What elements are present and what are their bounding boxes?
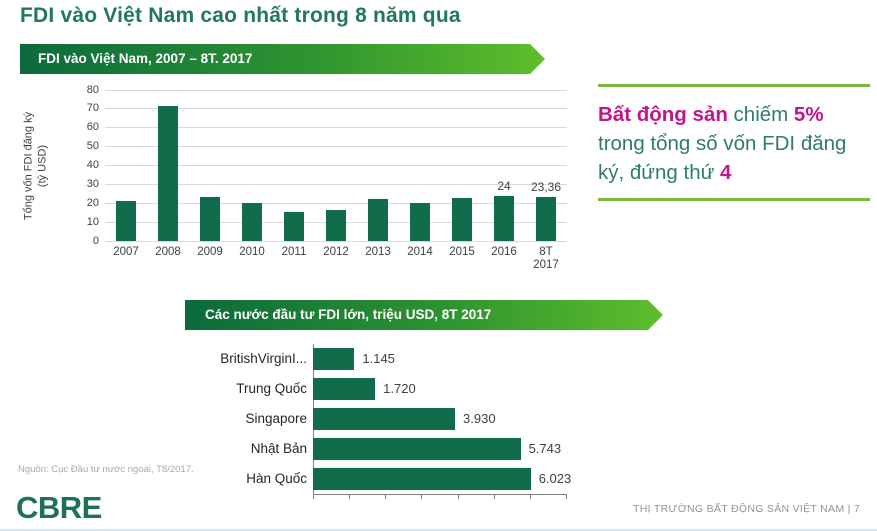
column-bar-2007 (116, 200, 136, 241)
value-label: 1.145 (362, 351, 395, 366)
insight-highlight-5: 4 (720, 161, 732, 184)
gridline (105, 127, 567, 129)
bottom-edge-rule (0, 529, 877, 531)
x-axis-tick (385, 494, 387, 499)
hbar-Hàn Quốc (313, 468, 531, 490)
hbar-Nhật Bản (313, 438, 521, 460)
gridline (105, 89, 567, 91)
chart1-banner-label: FDI vào Việt Nam, 2007 – 8T. 2017 (38, 51, 253, 66)
x-axis-tick-label: 2016 (491, 246, 517, 258)
x-axis-tick-label: 8T 2017 (533, 246, 559, 271)
x-axis-tick (349, 494, 351, 499)
footer-page-label: THỊ TRƯỜNG BẤT ĐỘNG SẢN VIỆT NAM | 7 (633, 503, 860, 515)
y-axis-tick-label: 60 (86, 121, 99, 134)
gridline (105, 108, 567, 110)
insight-highlight-1: Bất động sản (598, 103, 728, 126)
insight-top-rule (598, 84, 870, 87)
x-axis-tick-label: 2014 (407, 246, 433, 258)
insight-bottom-rule (598, 198, 870, 201)
chart2-x-axis-line (313, 494, 566, 495)
gridline (105, 165, 567, 166)
gridline (105, 240, 567, 242)
chart2-banner: Các nước đầu tư FDI lớn, triệu USD, 8T 2… (185, 300, 663, 330)
hbar-Singapore (313, 408, 456, 430)
gridline (105, 146, 567, 148)
x-axis-tick-label: 2010 (239, 246, 265, 258)
x-axis-tick (457, 494, 459, 499)
x-axis-tick (421, 494, 423, 499)
chart1-y-axis-title: Tổng vốn FDI đăng ký (tỷ USD) (22, 90, 58, 241)
insight-block: Bất động sản chiếm 5% trong tổng số vốn … (598, 84, 870, 201)
country-label: Hàn Quốc (246, 471, 307, 486)
y-axis-tick-label: 70 (86, 102, 99, 115)
column-bar-2012 (326, 210, 346, 241)
source-note: Nguồn: Cục Đầu tư nước ngoài, T8/2017. (18, 464, 194, 475)
insight-text: Bất động sản chiếm 5% trong tổng số vốn … (598, 100, 870, 187)
gridline (105, 183, 567, 185)
value-label: 3.930 (463, 411, 496, 426)
x-axis-tick (313, 494, 314, 499)
fdi-countries-bar-chart: BritishVirginI... 1.145 Trung Quốc 1.720 Sin… (195, 342, 625, 504)
x-axis-tick-label: 2009 (197, 246, 223, 258)
chart1-banner: FDI vào Việt Nam, 2007 – 8T. 2017 (20, 44, 545, 74)
y-axis-tick-label: 0 (92, 234, 99, 247)
value-label: 6.023 (538, 471, 572, 486)
fdi-column-chart: Tổng vốn FDI đăng ký (tỷ USD) 0 10 20 30 40 5… (20, 82, 597, 287)
y-axis-tick-label: 40 (86, 159, 99, 171)
y-axis-tick-label: 80 (86, 83, 99, 96)
y-axis-tick-label: 20 (86, 196, 99, 209)
y-axis-tick-label: 30 (86, 177, 99, 190)
hbar-Trung Quốc (313, 378, 376, 400)
gridline (105, 202, 567, 204)
x-axis-tick-label: 2013 (365, 246, 391, 258)
x-axis-tick-label: 2011 (281, 246, 307, 258)
value-label: 1.720 (383, 381, 416, 396)
chart1-plot-area (105, 89, 567, 242)
value-label: 5.743 (528, 441, 562, 456)
column-bar-2016 (494, 195, 514, 241)
page-title: FDI vào Việt Nam cao nhất trong 8 năm qu… (20, 4, 461, 27)
chart2-banner-label: Các nước đầu tư FDI lớn, triệu USD, 8T 2… (205, 307, 492, 322)
column-bar-2015 (452, 197, 472, 241)
column-bar-2013 (368, 198, 388, 241)
data-label: 23,36 (530, 179, 562, 194)
x-axis-tick-label: 2015 (449, 246, 475, 258)
x-axis-tick-label: 2007 (113, 246, 139, 258)
country-label: Trung Quốc (236, 381, 307, 396)
insight-highlight-3: 5% (793, 103, 824, 126)
x-axis-tick (566, 494, 567, 499)
x-axis-tick (529, 494, 531, 499)
cbre-logo: CBRE (16, 490, 102, 525)
y-axis-tick-label: 50 (86, 140, 99, 153)
x-axis-tick-label: 2012 (323, 246, 349, 258)
insight-text-4: trong tổng số vốn FDI đăng ký, đứng thứ (598, 132, 847, 184)
column-bar-2010 (242, 203, 262, 241)
country-label: Singapore (245, 411, 307, 426)
hbar-BritishVirginI... (313, 348, 355, 370)
country-label: Nhật Bản (250, 441, 307, 456)
x-axis-tick-label: 2008 (155, 246, 181, 258)
insight-text-2: chiếm (727, 103, 794, 126)
column-bar-2011 (284, 211, 304, 241)
column-bar-8T 2017 (536, 196, 556, 241)
y-axis-title-line2: (tỷ USD) (35, 144, 48, 187)
column-bar-2008 (158, 105, 178, 241)
data-label: 24 (497, 178, 511, 193)
country-label: BritishVirginI... (220, 351, 307, 366)
y-axis-title-line1: Tổng vốn FDI đăng ký (22, 111, 34, 220)
y-axis-tick-label: 10 (86, 215, 99, 228)
column-bar-2014 (410, 202, 430, 241)
x-axis-tick (493, 494, 495, 499)
column-bar-2009 (200, 197, 220, 241)
